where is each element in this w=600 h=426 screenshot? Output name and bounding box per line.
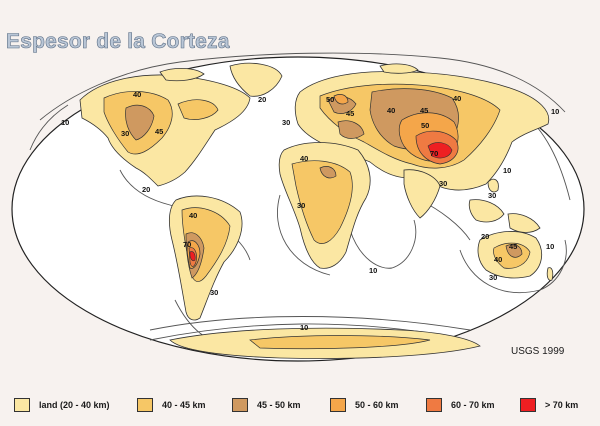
contour-label: 40 bbox=[494, 255, 502, 264]
legend-label: 60 - 70 km bbox=[451, 400, 495, 410]
contour-label: 30 bbox=[488, 191, 496, 200]
legend-swatch bbox=[137, 398, 153, 412]
contour-label: 30 bbox=[489, 273, 497, 282]
contour-label: 45 bbox=[346, 109, 354, 118]
contour-label: 40 bbox=[300, 154, 308, 163]
source-credit: USGS 1999 bbox=[511, 346, 565, 357]
contour-label: 40 bbox=[133, 90, 141, 99]
contour-label: 45 bbox=[420, 106, 428, 115]
contour-label: 20 bbox=[258, 95, 266, 104]
contour-label: 30 bbox=[210, 288, 218, 297]
contour-label: 70 bbox=[430, 149, 438, 158]
legend-label: land (20 - 40 km) bbox=[39, 400, 110, 410]
zone-over-70 bbox=[189, 142, 453, 262]
legend-swatch bbox=[330, 398, 346, 412]
contour-label: 70 bbox=[183, 240, 191, 249]
india bbox=[403, 169, 441, 219]
contour-label: 10 bbox=[369, 266, 377, 275]
contour-label: 30 bbox=[297, 201, 305, 210]
contour-label: 10 bbox=[503, 166, 511, 175]
contour-label: 50 bbox=[326, 95, 334, 104]
legend-label: 45 - 50 km bbox=[257, 400, 301, 410]
legend-swatch bbox=[14, 398, 30, 412]
contour-label: 30 bbox=[282, 118, 290, 127]
contour-label: 40 bbox=[189, 211, 197, 220]
contour-label: 45 bbox=[155, 127, 163, 136]
contour-labels: 40 30 45 10 20 30 50 45 40 45 50 70 40 3… bbox=[61, 90, 559, 332]
contour-label: 10 bbox=[551, 107, 559, 116]
contour-label: 20 bbox=[481, 232, 489, 241]
legend-swatch bbox=[232, 398, 248, 412]
contour-label: 20 bbox=[142, 185, 150, 194]
contour-label: 40 bbox=[387, 106, 395, 115]
legend-label: > 70 km bbox=[545, 400, 579, 410]
contour-label: 30 bbox=[121, 129, 129, 138]
contour-label: 10 bbox=[300, 323, 308, 332]
contour-label: 10 bbox=[546, 242, 554, 251]
contour-label: 50 bbox=[421, 121, 429, 130]
greenland bbox=[229, 62, 283, 97]
contour-label: 45 bbox=[509, 242, 517, 251]
map-title: Espesor de la Corteza bbox=[6, 30, 230, 54]
legend-swatch bbox=[520, 398, 536, 412]
map-legend: land (20 - 40 km) 40 - 45 km 45 - 50 km … bbox=[0, 395, 600, 417]
legend-label: 50 - 60 km bbox=[355, 400, 399, 410]
legend-label: 40 - 45 km bbox=[162, 400, 206, 410]
contour-label: 10 bbox=[61, 118, 69, 127]
contour-label: 30 bbox=[439, 179, 447, 188]
contour-label: 40 bbox=[453, 94, 461, 103]
legend-swatch bbox=[426, 398, 442, 412]
